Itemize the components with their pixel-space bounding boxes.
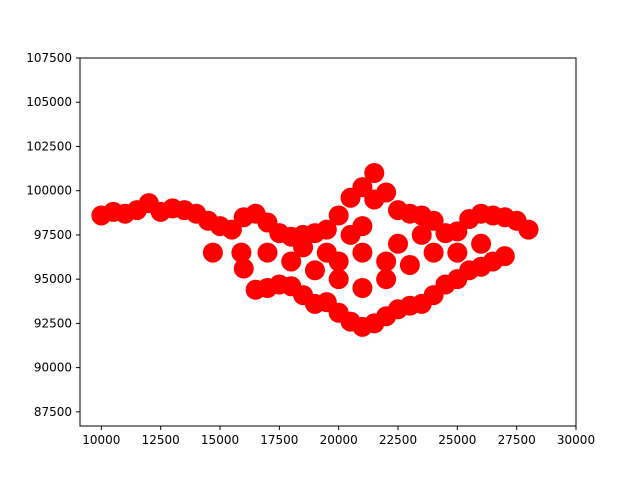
y-tick-label: 102500	[26, 139, 72, 153]
y-tick-label: 92500	[34, 316, 72, 330]
data-point	[399, 255, 420, 275]
x-tick-label: 10000	[82, 433, 120, 447]
y-tick-label: 97500	[34, 228, 72, 242]
plot-frame	[79, 57, 577, 427]
data-point	[364, 163, 385, 183]
data-point	[221, 219, 242, 240]
x-axis: 10000 12500 15000 17500 20000 22500 25000 27500…	[82, 426, 595, 447]
x-tick-label: 15000	[201, 433, 239, 447]
data-point	[316, 219, 337, 240]
data-point	[411, 224, 432, 245]
data-point	[364, 189, 385, 210]
y-tick-label: 105000	[26, 95, 72, 109]
data-point	[376, 251, 397, 272]
data-point	[388, 233, 409, 254]
y-tick-label: 95000	[34, 272, 72, 286]
data-point	[518, 219, 539, 240]
y-axis: 87500 90000 92500 95000 97500 100000 102500 105…	[26, 51, 80, 419]
y-tick-label: 90000	[34, 361, 72, 375]
data-point	[340, 224, 361, 245]
data-point	[328, 269, 349, 290]
data-point	[231, 242, 252, 263]
data-point	[316, 242, 337, 263]
data-point	[352, 242, 373, 263]
data-point	[257, 242, 278, 263]
data-point	[494, 246, 515, 267]
x-tick-label: 27500	[498, 433, 536, 447]
data-point	[233, 258, 254, 279]
data-point	[423, 242, 444, 263]
data-point	[471, 233, 492, 254]
x-tick-label: 22500	[379, 433, 417, 447]
y-tick-label: 100000	[26, 184, 72, 198]
x-tick-label: 25000	[438, 433, 476, 447]
x-tick-label: 20000	[320, 433, 358, 447]
x-tick-label: 12500	[142, 433, 180, 447]
y-tick-label: 87500	[34, 405, 72, 419]
data-point	[281, 251, 302, 272]
data-point	[352, 177, 373, 198]
data-point	[293, 237, 314, 258]
y-tick-label: 107500	[26, 51, 72, 65]
data-point	[423, 210, 444, 231]
data-point	[202, 242, 223, 263]
data-point	[352, 278, 373, 298]
data-point	[447, 221, 468, 242]
data-point	[447, 242, 468, 263]
x-tick-label: 30000	[557, 433, 595, 447]
data-point	[328, 205, 349, 226]
data-marks	[91, 163, 539, 337]
data-point	[304, 260, 325, 281]
data-point	[376, 269, 397, 290]
x-tick-label: 17500	[260, 433, 298, 447]
